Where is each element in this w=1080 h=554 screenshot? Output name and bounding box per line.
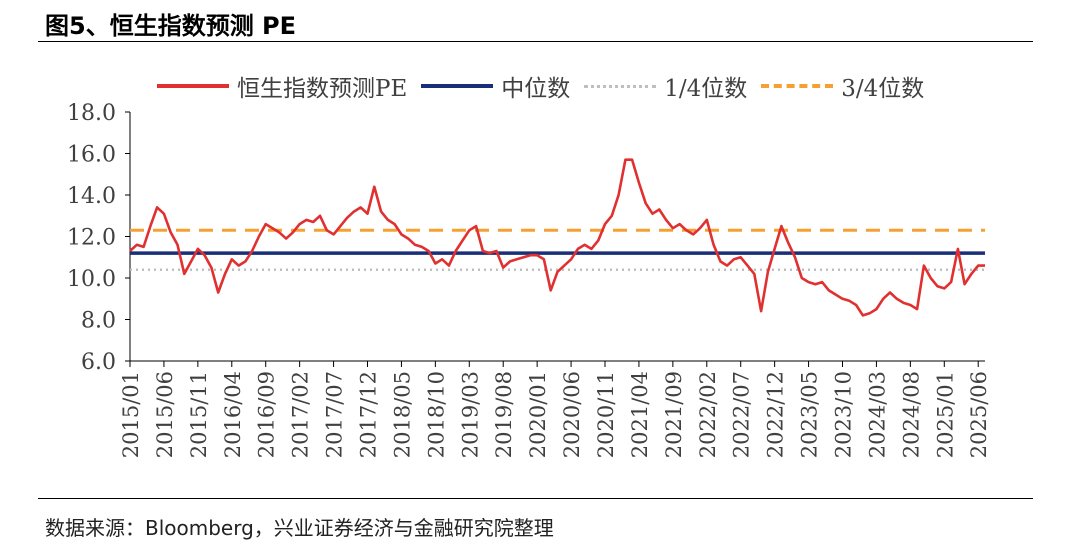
legend-swatch-pe: [157, 84, 229, 88]
x-tick-label: 2019/03: [458, 371, 482, 458]
x-tick-label: 2016/09: [255, 371, 279, 458]
x-tick-label: 2018/05: [390, 371, 414, 458]
chart-axes: 6.0 8.0 10.0 12.0 14.0 16.0 18.0 2015/01 2015/06…: [67, 101, 991, 458]
y-tick-label: 8.0: [81, 309, 116, 334]
legend-item-median: 中位数: [421, 69, 570, 103]
legend-label-pe: 恒生指数预测PE: [237, 76, 408, 102]
legend-item-q3: 3/4位数: [761, 69, 924, 103]
x-tick-label: 2017/02: [289, 371, 313, 458]
x-tick-label: 2020/11: [594, 371, 618, 458]
x-tick-label: 2021/09: [662, 371, 686, 458]
x-tick-label: 2022/12: [764, 371, 788, 458]
x-tick-label: 2023/10: [832, 371, 856, 458]
y-tick-label: 16.0: [67, 143, 116, 168]
x-tick-label: 2018/10: [424, 371, 448, 458]
x-tick-label: 2022/07: [730, 371, 754, 458]
legend-label-q1: 1/4位数: [664, 76, 748, 102]
title-divider: [38, 41, 1033, 42]
x-tick-label: 2021/04: [628, 371, 652, 458]
y-tick-label: 6.0: [81, 350, 116, 375]
legend-item-pe: 恒生指数预测PE: [157, 69, 407, 103]
x-tick-label: 2015/11: [187, 371, 211, 458]
x-tick-label: 2017/12: [357, 371, 381, 458]
x-tick-label: 2024/03: [865, 371, 889, 458]
x-tick-label: 2024/08: [899, 371, 923, 458]
y-tick-label: 10.0: [67, 267, 116, 292]
legend-label-q3: 3/4位数: [841, 76, 925, 102]
chart-legend: 恒生指数预测PE 中位数 1/4位数 3/4位数: [157, 68, 938, 104]
y-tick-label: 12.0: [67, 226, 116, 251]
x-tick-label: 2016/04: [221, 371, 245, 458]
pe-series-line: [129, 158, 985, 317]
x-tick-label: 2022/02: [696, 371, 720, 458]
y-tick-label: 14.0: [67, 184, 116, 209]
legend-label-median: 中位数: [501, 76, 571, 102]
source-divider: [38, 498, 1033, 499]
x-tick-label: 2017/07: [323, 371, 347, 458]
reference-lines: [130, 228, 985, 271]
legend-swatch-median: [421, 84, 494, 88]
chart-background: [38, 55, 1033, 495]
figure-title: 图5、恒生指数预测 PE: [45, 12, 297, 40]
x-tick-label: 2025/06: [967, 371, 991, 458]
x-tick-label: 2015/06: [153, 371, 177, 458]
x-tick-label: 2019/08: [492, 371, 516, 458]
y-tick-label: 18.0: [67, 101, 116, 126]
x-tick-label: 2023/05: [798, 371, 822, 458]
x-tick-label: 2020/01: [526, 371, 550, 458]
source-note: 数据来源：Bloomberg，兴业证券经济与金融研究院整理: [45, 516, 554, 540]
series-layer: [129, 158, 985, 317]
legend-swatch-q1: [584, 84, 657, 88]
legend-swatch-q3: [761, 84, 834, 88]
x-tick-label: 2020/06: [560, 371, 584, 458]
x-tick-label: 2015/01: [119, 371, 143, 458]
legend-item-q1: 1/4位数: [584, 69, 747, 103]
x-tick-label: 2025/01: [933, 371, 957, 458]
